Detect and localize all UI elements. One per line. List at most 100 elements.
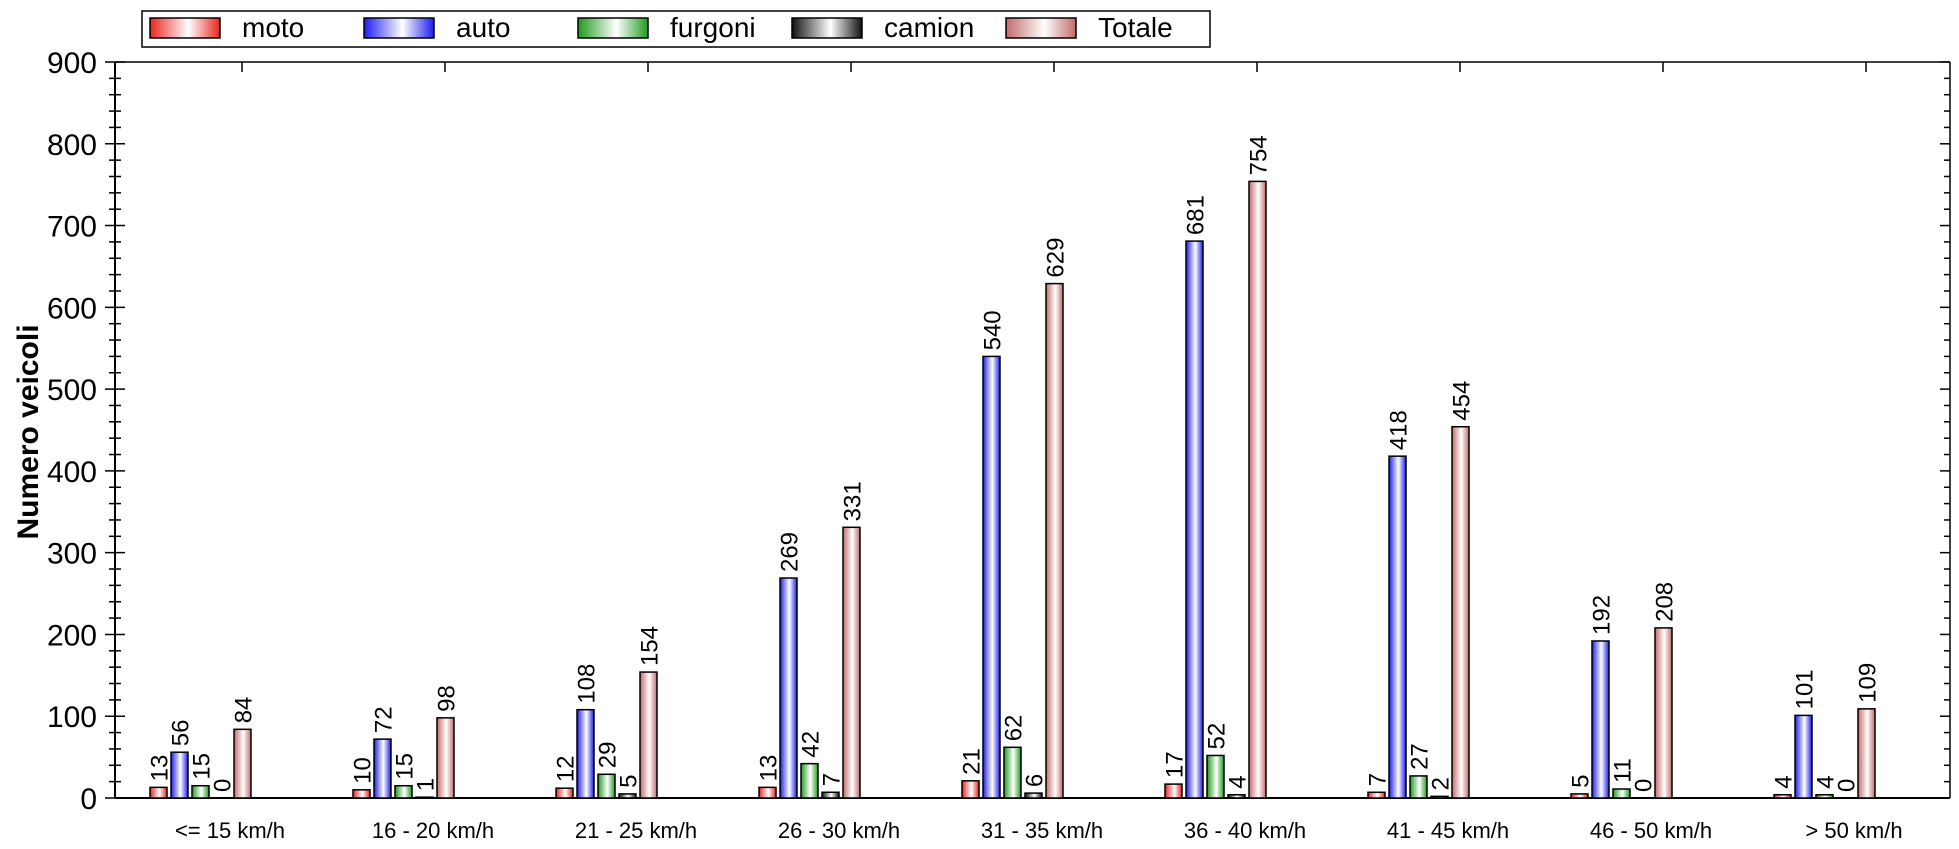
x-tick-label: 46 - 50 km/h bbox=[1590, 818, 1712, 843]
data-label-moto: 7 bbox=[1365, 773, 1392, 786]
bar-furgoni bbox=[1003, 746, 1022, 799]
y-tick-label: 700 bbox=[47, 211, 97, 244]
bar-totale bbox=[1248, 180, 1267, 799]
y-tick-label: 900 bbox=[47, 47, 97, 80]
data-label-totale: 109 bbox=[1855, 663, 1882, 703]
bar-moto bbox=[352, 789, 371, 799]
data-label-camion: 0 bbox=[210, 779, 237, 792]
x-tick-label: 31 - 35 km/h bbox=[981, 818, 1103, 843]
bar-moto bbox=[555, 787, 574, 799]
x-tick-label: 21 - 25 km/h bbox=[575, 818, 697, 843]
bar-totale bbox=[233, 728, 252, 799]
bar-totale bbox=[1451, 425, 1470, 799]
bar-auto bbox=[373, 738, 392, 799]
data-label-moto: 12 bbox=[553, 755, 580, 782]
bar-moto bbox=[961, 780, 980, 799]
bar-totale bbox=[1654, 627, 1673, 799]
bar-totale bbox=[639, 671, 658, 799]
data-label-auto: 108 bbox=[574, 664, 601, 704]
data-label-moto: 5 bbox=[1568, 775, 1595, 788]
bar-totale bbox=[1857, 708, 1876, 799]
legend-swatch-furgoni bbox=[577, 17, 649, 39]
bar-moto bbox=[1164, 783, 1183, 799]
data-label-moto: 21 bbox=[959, 748, 986, 775]
bar-furgoni bbox=[800, 762, 819, 799]
bar-furgoni bbox=[1206, 754, 1225, 799]
data-label-auto: 101 bbox=[1792, 669, 1819, 709]
y-tick-label: 500 bbox=[47, 374, 97, 407]
bar-moto bbox=[1570, 793, 1589, 799]
y-tick-label: 0 bbox=[80, 783, 97, 816]
y-tick-label: 300 bbox=[47, 538, 97, 571]
legend-swatch-moto bbox=[149, 17, 221, 39]
x-tick-label: > 50 km/h bbox=[1805, 818, 1902, 843]
data-label-camion: 1 bbox=[413, 778, 440, 791]
data-label-camion: 0 bbox=[1631, 779, 1658, 792]
x-tick-label: 26 - 30 km/h bbox=[778, 818, 900, 843]
data-label-camion: 5 bbox=[616, 775, 643, 788]
legend-swatch-totale bbox=[1005, 17, 1077, 39]
bar-totale bbox=[1045, 282, 1064, 799]
legend-swatch-camion bbox=[791, 17, 863, 39]
y-tick-label: 200 bbox=[47, 619, 97, 652]
data-label-totale: 629 bbox=[1043, 238, 1070, 278]
legend-label-furgoni: furgoni bbox=[670, 12, 756, 43]
data-label-furgoni: 4 bbox=[1813, 775, 1840, 788]
data-label-auto: 540 bbox=[980, 310, 1007, 350]
data-label-camion: 4 bbox=[1225, 775, 1252, 788]
bar-totale bbox=[436, 717, 455, 799]
data-label-auto: 56 bbox=[168, 720, 195, 747]
y-tick-label: 400 bbox=[47, 456, 97, 489]
data-label-totale: 84 bbox=[231, 697, 258, 724]
data-label-auto: 418 bbox=[1386, 410, 1413, 450]
y-axis-label: Numero veicoli bbox=[12, 324, 45, 539]
data-labels: 1356150841072151981210829515413269427331… bbox=[147, 135, 1882, 792]
data-label-moto: 10 bbox=[350, 757, 377, 784]
bar-auto bbox=[170, 751, 189, 799]
legend: moto auto furgoni camion Totale bbox=[141, 10, 1211, 48]
data-label-camion: 6 bbox=[1022, 774, 1049, 787]
legend-label-auto: auto bbox=[456, 12, 511, 43]
data-label-moto: 4 bbox=[1771, 775, 1798, 788]
bar-camion bbox=[618, 793, 637, 799]
data-label-auto: 72 bbox=[371, 706, 398, 733]
bar-furgoni bbox=[1815, 793, 1834, 799]
data-label-auto: 681 bbox=[1183, 195, 1210, 235]
data-label-camion: 7 bbox=[819, 773, 846, 786]
y-tick-label: 100 bbox=[47, 701, 97, 734]
bar-auto bbox=[1185, 240, 1204, 799]
legend-label-moto: moto bbox=[242, 12, 304, 43]
bars bbox=[149, 180, 1876, 799]
data-label-moto: 13 bbox=[147, 755, 174, 782]
bar-auto bbox=[1591, 640, 1610, 799]
bar-camion bbox=[1024, 792, 1043, 799]
bar-camion bbox=[821, 791, 840, 799]
legend-label-camion: camion bbox=[884, 12, 974, 43]
bar-furgoni bbox=[597, 773, 616, 799]
data-label-furgoni: 42 bbox=[798, 731, 825, 758]
y-tick-label: 800 bbox=[47, 129, 97, 162]
data-label-furgoni: 27 bbox=[1407, 743, 1434, 770]
bar-moto bbox=[758, 786, 777, 799]
legend-swatch-auto bbox=[363, 17, 435, 39]
bar-totale bbox=[842, 526, 861, 799]
bar-furgoni bbox=[1612, 788, 1631, 799]
y-tick-label: 600 bbox=[47, 292, 97, 325]
x-tick-label: <= 15 km/h bbox=[175, 818, 285, 843]
data-label-furgoni: 11 bbox=[1610, 758, 1637, 783]
data-label-moto: 17 bbox=[1162, 751, 1189, 778]
bar-moto bbox=[1367, 791, 1386, 799]
bar-camion bbox=[415, 796, 434, 799]
bar-auto bbox=[1388, 455, 1407, 799]
data-label-camion: 2 bbox=[1428, 777, 1455, 790]
data-label-totale: 454 bbox=[1449, 381, 1476, 421]
bar-camion bbox=[1430, 795, 1449, 799]
bar-furgoni bbox=[1409, 775, 1428, 799]
bar-auto bbox=[982, 355, 1001, 799]
data-label-furgoni: 52 bbox=[1204, 723, 1231, 750]
bar-auto bbox=[576, 708, 595, 799]
bar-auto bbox=[779, 577, 798, 799]
